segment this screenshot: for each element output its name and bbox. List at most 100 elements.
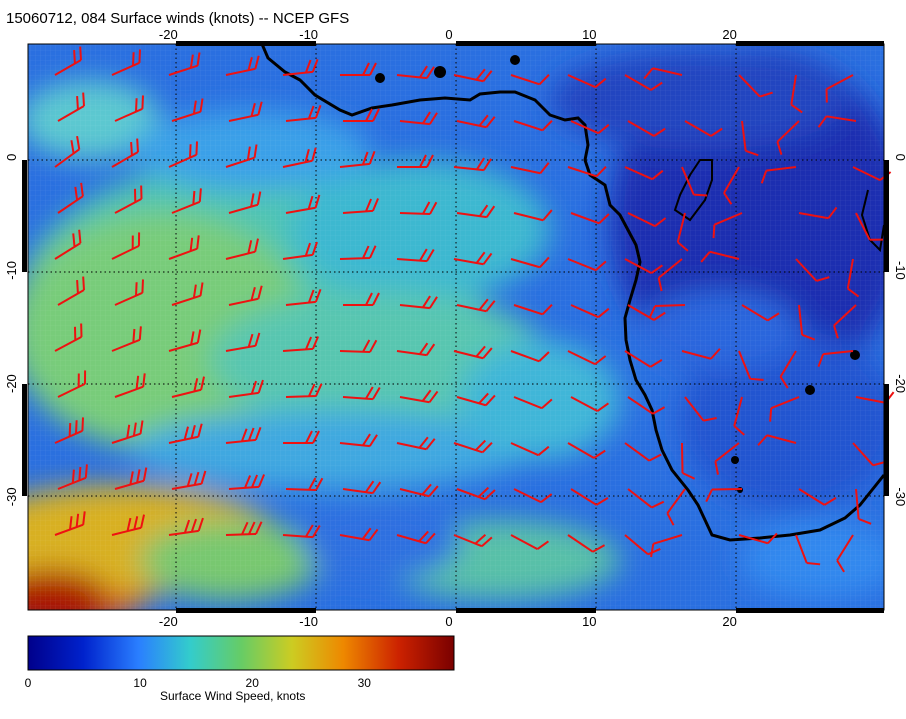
wind-barb — [738, 350, 764, 381]
wind-barb — [825, 74, 854, 103]
lat-tick-label-right: -20 — [893, 374, 906, 393]
lon-tick-label-bottom: -10 — [299, 614, 318, 629]
wind-barb — [168, 235, 200, 260]
wind-barb — [54, 323, 83, 352]
wind-barb — [513, 488, 553, 504]
wind-barb — [285, 288, 322, 306]
map-title: 15060712, 084 Surface winds (knots) -- N… — [6, 10, 350, 27]
wind-barb — [54, 417, 85, 444]
wind-barb — [657, 258, 683, 292]
wind-barb — [111, 326, 142, 352]
wind-barb — [54, 46, 82, 76]
wind-barb — [510, 442, 550, 457]
wind-barb — [54, 135, 81, 168]
wind-barb — [666, 488, 686, 526]
wind-barb — [567, 74, 607, 89]
wind-barb — [676, 212, 689, 252]
lat-tick-label-right: -10 — [893, 261, 906, 280]
wind-barb — [769, 396, 800, 422]
wind-barb — [339, 245, 377, 260]
wind-barb — [282, 147, 317, 168]
wind-barb — [456, 298, 496, 313]
wind-barb — [714, 442, 740, 475]
wind-barb — [700, 250, 740, 263]
wind-barb — [453, 533, 493, 548]
graticule — [28, 44, 884, 610]
coastline — [260, 44, 884, 542]
wind-barb — [779, 350, 797, 389]
wind-barb — [513, 304, 553, 316]
wind-barb — [798, 488, 837, 506]
wind-barb — [570, 120, 610, 135]
axis-bars — [22, 41, 889, 613]
wind-barb — [453, 439, 493, 454]
wind-barb — [171, 188, 202, 214]
wind-barb — [168, 52, 201, 76]
wind-barb — [114, 279, 145, 306]
wind-barb — [705, 488, 743, 503]
wind-barb — [817, 115, 857, 128]
wind-barb — [456, 392, 496, 407]
wind-barb — [54, 229, 82, 260]
wind-barb — [567, 258, 607, 272]
wind-barb — [567, 442, 606, 459]
lat-tick-label-left: -20 — [4, 374, 19, 393]
wind-barb — [795, 534, 821, 566]
wind-barb — [650, 534, 683, 558]
wind-barb — [114, 467, 148, 490]
wind-barb — [168, 329, 202, 352]
wind-barb — [225, 238, 260, 260]
wind-barb — [453, 157, 492, 172]
wind-barb — [684, 396, 717, 422]
lat-tick-label-right: -30 — [893, 487, 906, 506]
wind-barb — [627, 212, 667, 228]
wind-barb — [624, 350, 663, 368]
wind-barb — [399, 201, 438, 216]
wind-barb — [627, 396, 666, 415]
wind-barb — [114, 185, 143, 214]
lat-tick-label-right: 0 — [893, 154, 906, 161]
wind-barb — [396, 342, 436, 357]
wind-barb — [339, 433, 378, 448]
wind-barb — [836, 534, 854, 573]
wind-barb — [624, 166, 664, 181]
wind-barb — [570, 396, 609, 412]
wind-barb — [733, 396, 745, 436]
wind-barb — [282, 336, 319, 352]
lat-tick-label-left: 0 — [4, 154, 19, 161]
wind-barb — [228, 379, 264, 398]
wind-barb — [456, 204, 496, 219]
wind-barb — [168, 423, 203, 444]
wind-barb — [228, 285, 263, 306]
lat-tick-label-left: -30 — [4, 487, 19, 506]
wind-barb — [57, 276, 85, 306]
wind-barb — [643, 67, 683, 80]
wind-barb — [171, 282, 204, 306]
wind-barb — [567, 350, 607, 366]
wind-barb — [681, 166, 708, 197]
wind-barb — [510, 350, 550, 363]
wind-barb — [228, 474, 265, 490]
wind-barb — [171, 376, 206, 398]
wind-speed-field — [28, 44, 884, 610]
wind-barb — [723, 166, 740, 205]
wind-barb — [171, 98, 204, 122]
wind-barb — [648, 304, 686, 319]
wind-barb — [340, 62, 377, 76]
wind-barb — [567, 166, 607, 178]
wind-barb — [396, 248, 435, 263]
wind-barb — [627, 120, 666, 137]
wind-barb — [712, 212, 743, 239]
wind-barb — [397, 154, 434, 168]
wind-barb — [111, 49, 142, 76]
wind-barb — [399, 389, 439, 404]
wind-barb — [225, 521, 263, 536]
wind-barb — [456, 114, 496, 129]
wind-barb — [285, 383, 323, 398]
lat-tick-label-left: -10 — [4, 261, 19, 280]
wind-barb — [513, 396, 553, 410]
colorbar-tick-label: 20 — [245, 676, 259, 690]
wind-barb — [343, 292, 380, 306]
wind-barb — [228, 101, 263, 122]
